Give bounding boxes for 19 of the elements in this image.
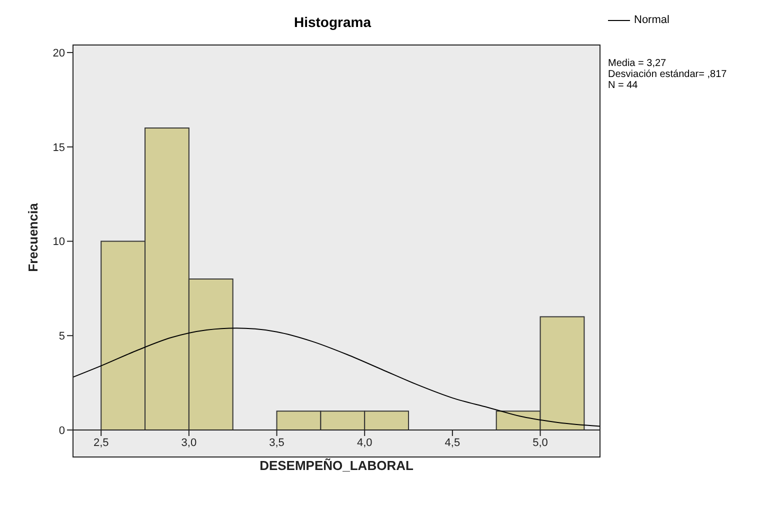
y-tick-label: 5 <box>58 330 65 343</box>
text: Media = 3,27 <box>608 58 668 69</box>
x-axis-title: DESEMPEÑO_LABORAL <box>260 458 414 473</box>
x-tick-label: 2,5 <box>93 436 109 449</box>
y-axis-title: Frecuencia <box>26 202 41 272</box>
text: Desviación estándar= ,817 <box>608 69 727 80</box>
line-series <box>73 328 600 427</box>
y-tick-label: 0 <box>58 424 65 437</box>
y-tick-label: 20 <box>52 47 65 60</box>
y-tick-label: 10 <box>52 236 65 248</box>
legend-label: Normal <box>634 14 670 26</box>
text: N = 44 <box>608 80 639 91</box>
x-tick-label: 4,0 <box>356 436 372 449</box>
x-tick-label: 5,0 <box>532 436 548 449</box>
x-tick-label: 3,5 <box>269 436 284 449</box>
x-tick-label: 3,0 <box>181 436 197 449</box>
x-tick-label: 4,5 <box>444 436 460 449</box>
y-tick-label: 15 <box>52 142 65 154</box>
chart-title: Histograma <box>292 14 372 30</box>
